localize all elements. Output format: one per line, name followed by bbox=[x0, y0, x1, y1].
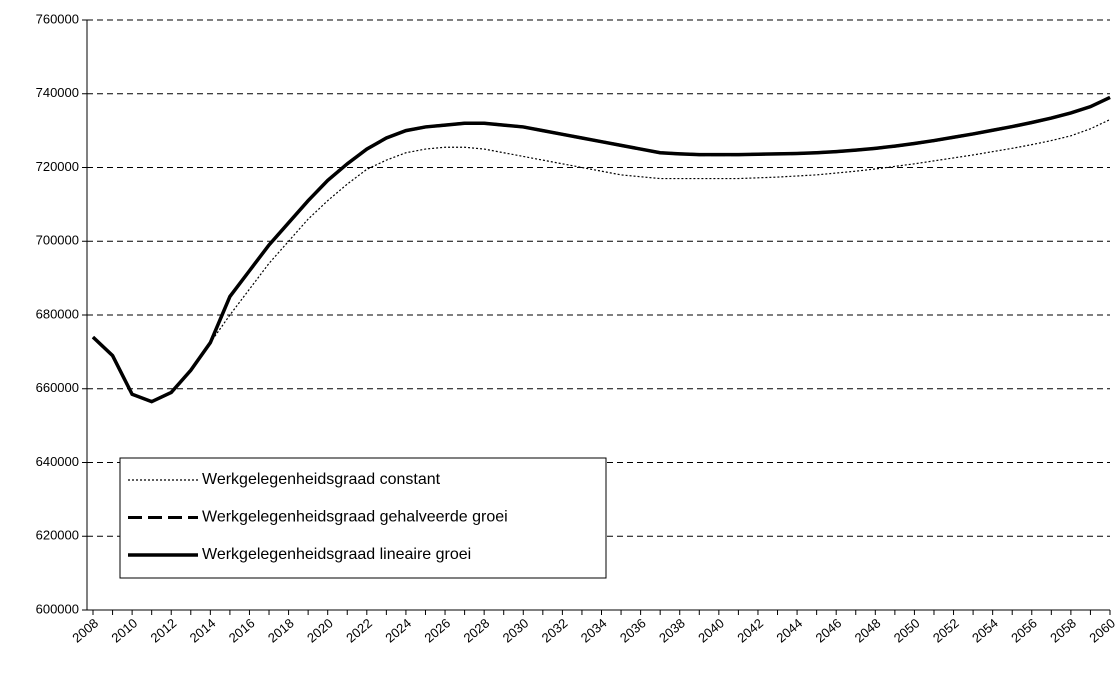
x-tick-label: 2020 bbox=[304, 615, 336, 645]
y-tick-label: 620000 bbox=[36, 528, 79, 543]
x-tick-label: 2040 bbox=[695, 615, 727, 645]
y-tick-label: 640000 bbox=[36, 454, 79, 469]
x-tick-label: 2008 bbox=[69, 615, 101, 645]
series-line bbox=[91, 95, 1111, 404]
legend-label: Werkgelegenheidsgraad constant bbox=[202, 471, 441, 488]
y-tick-label: 760000 bbox=[36, 11, 79, 26]
legend-box bbox=[119, 457, 607, 579]
legend-label: Werkgelegenheidsgraad gehalveerde groei bbox=[202, 509, 508, 526]
x-tick-label: 2038 bbox=[656, 615, 688, 645]
x-tick-label: 2050 bbox=[891, 615, 923, 645]
x-tick-label: 2026 bbox=[421, 615, 453, 645]
y-tick-label: 660000 bbox=[36, 380, 79, 395]
y-tick-label: 680000 bbox=[36, 306, 79, 321]
x-tick-label: 2028 bbox=[460, 615, 492, 645]
x-tick-label: 2034 bbox=[578, 615, 610, 645]
x-tick-label: 2030 bbox=[500, 615, 532, 645]
x-tick-label: 2042 bbox=[734, 615, 766, 645]
x-tick-label: 2032 bbox=[539, 615, 571, 645]
legend-label: Werkgelegenheidsgraad lineaire groei bbox=[202, 546, 471, 563]
y-tick-label: 720000 bbox=[36, 159, 79, 174]
x-tick-label: 2014 bbox=[187, 615, 219, 645]
y-tick-label: 740000 bbox=[36, 85, 79, 100]
x-tick-label: 2022 bbox=[343, 615, 375, 645]
y-tick-label: 700000 bbox=[36, 233, 79, 248]
x-tick-label: 2058 bbox=[1047, 615, 1079, 645]
x-tick-label: 2010 bbox=[108, 615, 140, 645]
x-tick-label: 2012 bbox=[148, 615, 180, 645]
x-tick-label: 2054 bbox=[969, 615, 1001, 645]
y-tick-label: 600000 bbox=[36, 601, 79, 616]
x-tick-label: 2046 bbox=[813, 615, 845, 645]
x-tick-label: 2048 bbox=[852, 615, 884, 645]
x-tick-label: 2060 bbox=[1086, 615, 1116, 645]
x-tick-label: 2024 bbox=[382, 615, 414, 645]
x-tick-label: 2036 bbox=[617, 615, 649, 645]
x-tick-label: 2052 bbox=[930, 615, 962, 645]
x-tick-label: 2016 bbox=[226, 615, 258, 645]
x-tick-label: 2044 bbox=[773, 615, 805, 645]
series-line bbox=[92, 119, 1111, 403]
x-tick-label: 2056 bbox=[1008, 615, 1040, 645]
x-tick-label: 2018 bbox=[265, 615, 297, 645]
